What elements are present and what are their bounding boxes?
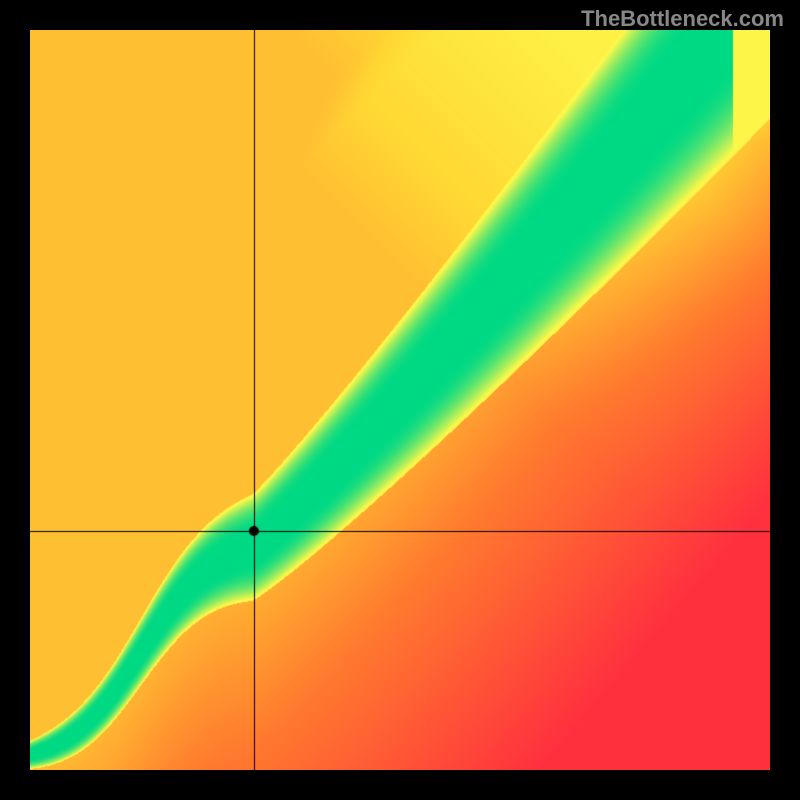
chart-canvas: [30, 30, 770, 770]
heatmap-chart: [30, 30, 770, 770]
watermark-text: TheBottleneck.com: [581, 6, 784, 32]
